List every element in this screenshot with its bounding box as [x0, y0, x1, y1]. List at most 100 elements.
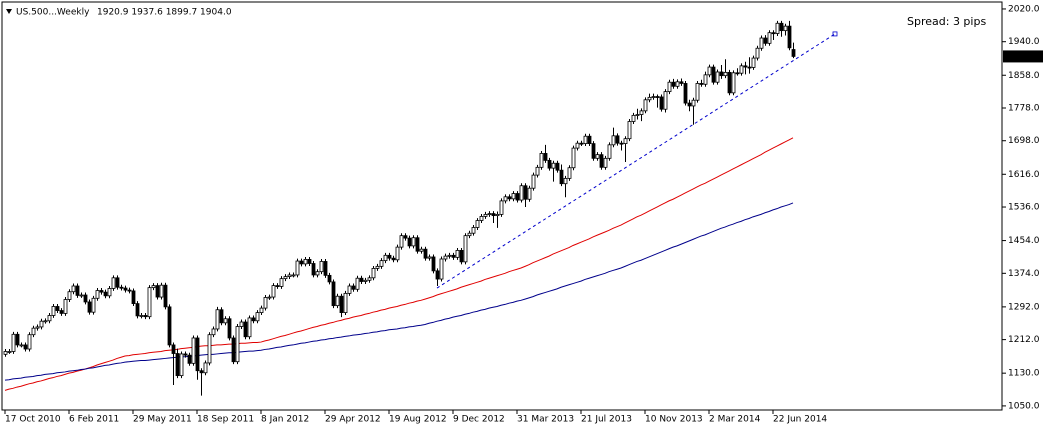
- candle-body: [167, 306, 172, 346]
- candle-body: [403, 235, 408, 239]
- candle-body: [251, 317, 256, 322]
- candle-body: [11, 333, 16, 352]
- candle-body: [115, 277, 120, 288]
- chart-symbol: US.500...Weekly: [16, 8, 90, 18]
- candle-body: [327, 274, 332, 283]
- spread-annotation: Spread: 3 pips: [907, 15, 986, 28]
- x-tick-label: 6 Feb 2011: [69, 415, 119, 425]
- x-tick-label: 21 Jul 2013: [581, 415, 632, 425]
- y-tick-label: 2020.0: [1008, 4, 1040, 14]
- candle-body: [507, 196, 512, 200]
- candle-body: [631, 114, 636, 122]
- candle-body: [387, 254, 392, 259]
- candle-body: [231, 337, 236, 363]
- candle-body: [15, 333, 20, 346]
- candle-body: [627, 121, 632, 140]
- candle-body: [791, 49, 796, 57]
- candle-body: [707, 66, 712, 76]
- candle-body: [79, 294, 84, 297]
- candle-body: [675, 81, 680, 87]
- candle-body: [359, 277, 364, 282]
- candle-body: [559, 169, 564, 185]
- y-tick-label: 1212.0: [1008, 335, 1040, 345]
- candle-body: [127, 289, 132, 292]
- candle-body: [527, 187, 532, 200]
- candle-body: [83, 294, 88, 303]
- candle-body: [551, 162, 556, 169]
- candle-body: [227, 318, 232, 339]
- candle-body: [699, 83, 704, 85]
- candle-body: [591, 143, 596, 159]
- ohlc-readout: 1920.9 1937.6 1899.7 1904.0: [97, 8, 232, 18]
- candle-body: [719, 71, 724, 77]
- candle-body: [427, 256, 432, 259]
- candle-body: [711, 66, 716, 83]
- x-tick-label: 19 Aug 2012: [389, 415, 447, 425]
- candle-body: [191, 337, 196, 364]
- candle-body: [683, 83, 688, 104]
- candle-body: [199, 370, 204, 374]
- candle-body: [179, 353, 184, 377]
- candle-body: [499, 200, 504, 215]
- candle-body: [479, 216, 484, 221]
- candle-body: [339, 295, 344, 314]
- candle-body: [759, 37, 764, 49]
- candle-body: [435, 270, 440, 280]
- candle-body: [95, 290, 100, 299]
- candle-body: [503, 196, 508, 202]
- x-tick-label: 18 Sep 2011: [197, 415, 254, 425]
- trendline-handle: [832, 31, 838, 37]
- candle-body: [103, 291, 108, 297]
- candle-body: [279, 278, 284, 287]
- candle-body: [311, 263, 316, 276]
- candle-body: [531, 174, 536, 189]
- candle-body: [415, 237, 420, 252]
- candle-body: [303, 259, 308, 265]
- candle-body: [783, 25, 788, 32]
- candle-body: [555, 162, 560, 171]
- candle-body: [75, 285, 80, 296]
- candle-body: [443, 255, 448, 260]
- candle-body: [183, 353, 188, 356]
- candle-body: [459, 250, 464, 263]
- candle-body: [735, 72, 740, 75]
- candle-body: [7, 351, 12, 353]
- candle-body: [543, 153, 548, 161]
- candle-body: [99, 290, 104, 293]
- candle-body: [207, 334, 212, 364]
- candle-body: [47, 315, 52, 322]
- candle-body: [471, 227, 476, 234]
- candle-body: [659, 96, 664, 110]
- candle-body: [671, 81, 676, 87]
- candle-body: [51, 306, 56, 316]
- candle-body: [375, 265, 380, 269]
- candle-body: [23, 344, 28, 350]
- candle-body: [131, 290, 136, 305]
- candle-body: [579, 142, 584, 145]
- candle-body: [223, 318, 228, 324]
- x-tick-label: 8 Jan 2012: [261, 415, 309, 425]
- candle-body: [367, 277, 372, 281]
- candle-body: [691, 99, 696, 107]
- candle-body: [787, 25, 792, 49]
- y-tick-label: 1536.0: [1008, 203, 1040, 213]
- candle-body: [35, 326, 40, 329]
- candle-body: [319, 261, 324, 273]
- candle-body: [67, 291, 72, 300]
- candle-body: [439, 258, 444, 280]
- candle-body: [71, 285, 76, 293]
- candle-body: [447, 254, 452, 257]
- candle-body: [151, 285, 156, 289]
- candle-body: [411, 237, 416, 247]
- y-tick-label: 1292.0: [1008, 302, 1040, 312]
- candle-body: [363, 279, 368, 282]
- y-tick-label: 1616.0: [1008, 170, 1040, 180]
- last-price-label: 1904.0: [1007, 52, 1039, 62]
- candle-body: [519, 185, 524, 201]
- candle-body: [39, 320, 44, 328]
- candle-body: [187, 354, 192, 364]
- candle-body: [147, 287, 152, 318]
- candle-body: [159, 284, 164, 298]
- candle-body: [391, 257, 396, 261]
- candle-body: [571, 147, 576, 169]
